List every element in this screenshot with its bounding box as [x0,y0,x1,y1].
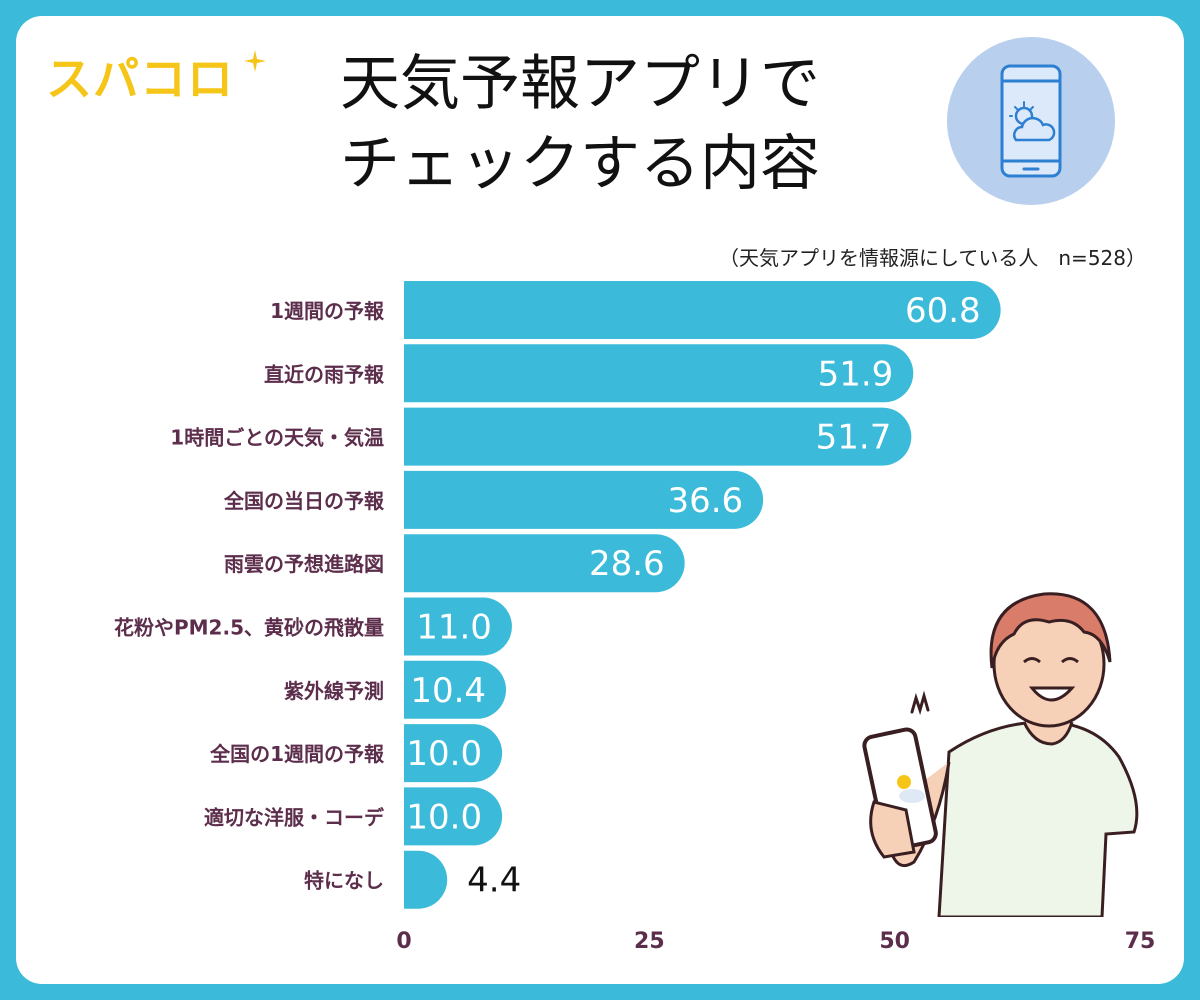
data-label: 28.6 [589,544,665,584]
category-label: 花粉やPM2.5、黄砂の飛散量 [114,616,384,640]
data-label: 10.4 [410,671,486,711]
data-label: 10.0 [406,734,482,774]
brand-logo: スパコロ [46,52,234,106]
category-label: 紫外線予測 [284,679,384,703]
chart-title: 天気予報アプリで チェックする内容 [260,44,900,204]
title-line-1: 天気予報アプリで [340,49,820,119]
bar [404,344,914,403]
bar [404,597,512,656]
x-tick-label: 50 [879,929,910,954]
phone-weather-icon [947,37,1115,205]
category-label: 全国の1週間の予報 [209,742,385,766]
bar [404,660,507,719]
bar [404,534,685,593]
chart-card: スパコロ 天気予報アプリで チェックする内容 （天気アプリを情報源にしている人 … [16,16,1184,984]
person-holding-phone-illustration [862,592,1139,917]
category-label: 1週間の予報 [270,299,385,323]
data-label: 51.7 [816,418,892,458]
sparkle-icon [244,50,266,72]
bar [404,407,912,466]
data-label: 10.0 [406,797,482,837]
x-tick-label: 75 [1125,929,1156,954]
bar [404,281,1001,339]
category-label: 1時間ごとの天気・気温 [170,426,384,450]
data-label: 11.0 [416,608,492,648]
bar [404,724,503,783]
data-label: 51.9 [818,354,894,394]
data-label: 4.4 [467,861,521,901]
category-label: 全国の当日の予報 [223,489,385,513]
x-tick-label: 0 [396,929,411,954]
bar [404,850,448,909]
bar-chart: 1週間の予報 60.8 直近の雨予報 51.9 1時間ごとの天気・気温 51.7 全国の当日… [114,281,1156,954]
sample-note: （天気アプリを情報源にしている人 n=528） [718,246,1146,270]
category-label: 特になし [304,869,384,893]
bar [404,787,503,846]
category-label: 直近の雨予報 [264,362,385,386]
data-label: 36.6 [667,481,743,521]
title-line-2: チェックする内容 [340,129,820,199]
data-label: 60.8 [905,291,981,331]
x-tick-label: 25 [634,929,665,954]
category-label: 雨雲の予想進路図 [224,552,384,576]
bar [404,470,764,529]
category-label: 適切な洋服・コーデ [204,805,385,829]
